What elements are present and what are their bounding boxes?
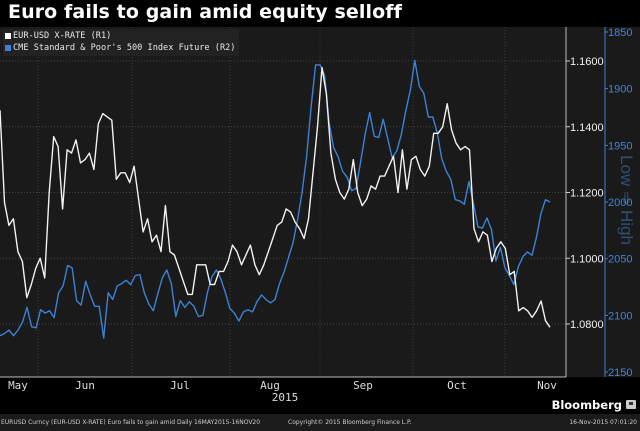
right-tick-label: 2050 [608, 254, 632, 266]
legend-item-spx[interactable]: CME Standard & Poor's 500 Index Future (… [5, 42, 235, 54]
x-tick-label: Oct [447, 379, 467, 392]
legend: EUR-USD X-RATE (R1) CME Standard & Poor'… [3, 29, 240, 56]
left-tick-label: 1.1400 [570, 122, 604, 134]
left-tick-label: 1.0800 [570, 319, 604, 331]
chart-title: Euro fails to gain amid equity selloff [8, 1, 402, 23]
left-tick-label: 1.1200 [570, 188, 604, 200]
left-tick-label: 1.1000 [570, 253, 604, 265]
legend-item-eurusd[interactable]: EUR-USD X-RATE (R1) [5, 30, 235, 42]
legend-swatch-spx [5, 45, 11, 51]
x-tick-label: Jun [75, 379, 95, 392]
x-tick-label: Nov [537, 379, 557, 392]
footer-copyright: Copyright© 2015 Bloomberg Finance L.P. [288, 419, 412, 426]
x-axis-year: 2015 [271, 391, 299, 404]
right-axis-ticks: 1850 1900 1950 2000 2050 2100 2150 [605, 27, 632, 379]
legend-label-eurusd: EUR-USD X-RATE (R1) [13, 31, 112, 41]
right-axis-note: Low ⇒ High [617, 155, 636, 245]
right-tick-label: 1950 [608, 140, 632, 152]
right-tick-label: 2000 [608, 197, 632, 209]
bloomberg-logo: Bloomberg [551, 398, 622, 412]
footer-description: EURUSD Curncy (EUR-USD X-RATE) Euro fail… [1, 419, 261, 426]
footer-bar: EURUSD Curncy (EUR-USD X-RATE) Euro fail… [0, 414, 640, 431]
series-line-eurusd [0, 66, 551, 328]
right-tick-label: 1900 [608, 84, 632, 96]
x-tick-label: Jul [170, 379, 190, 392]
legend-swatch-eurusd [5, 33, 11, 39]
right-tick-label: 2150 [608, 367, 632, 379]
x-tick-label: Sep [353, 379, 373, 392]
footer-timestamp: 16-Nov-2015 07:01:20 [569, 419, 637, 426]
right-tick-label: 1850 [608, 27, 632, 39]
x-tick-label: May [8, 379, 28, 392]
left-tick-label: 1.1600 [570, 56, 604, 68]
left-axis-ticks: 1.1600 1.1400 1.1200 1.1000 1.0800 [566, 56, 604, 331]
x-tick-label: Aug [260, 379, 280, 392]
grid [0, 27, 566, 377]
bloomberg-icon [626, 400, 636, 409]
series-line-spx [0, 59, 551, 339]
right-tick-label: 2100 [608, 310, 632, 322]
legend-label-spx: CME Standard & Poor's 500 Index Future (… [13, 43, 236, 53]
